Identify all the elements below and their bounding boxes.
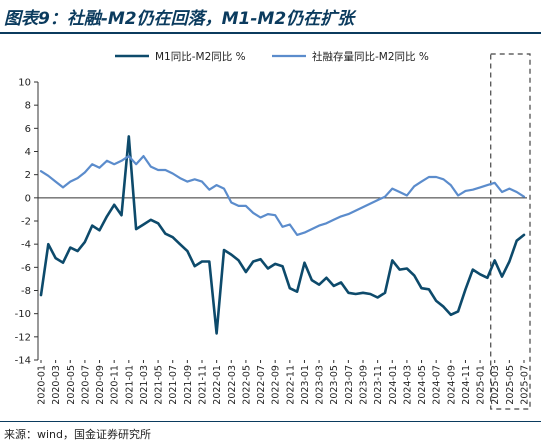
x-tick-label: 2024-11: [461, 365, 472, 405]
x-tick-label: 2020-09: [95, 365, 106, 405]
y-tick-label: 8: [25, 101, 31, 112]
x-tick-label: 2025-05: [505, 365, 516, 405]
y-tick-label: -4: [21, 240, 31, 251]
x-tick-label: 2022-05: [241, 365, 252, 405]
x-tick-label: 2020-07: [80, 365, 91, 405]
x-tick-label: 2023-03: [315, 365, 326, 405]
series-line-1: [39, 135, 526, 335]
x-tick-label: 2023-09: [359, 365, 370, 405]
x-tick-label: 2020-05: [66, 365, 77, 405]
chart: M1同比-M2同比 % 社融存量同比-M2同比 % -14 -12 -10 -8 -6 -4…: [15, 50, 531, 410]
y-tick-label: -2: [21, 217, 31, 228]
x-tick-label: 2021-05: [154, 365, 165, 405]
source-rule: [0, 421, 541, 422]
x-tick-label: 2024-03: [402, 365, 413, 405]
x-tick-label: 2021-07: [168, 365, 179, 405]
y-tick-label: -14: [15, 356, 31, 367]
x-tick-label: 2023-07: [344, 365, 355, 405]
x-tick-label: 2021-11: [198, 365, 209, 405]
x-tick-label: 2024-05: [417, 365, 428, 405]
y-tick-label: 10: [18, 78, 31, 89]
x-tick-label: 2023-05: [329, 365, 340, 405]
legend-label-1: M1同比-M2同比 %: [155, 50, 246, 63]
x-tick-label: 2022-07: [256, 365, 267, 405]
x-tick-label: 2023-01: [300, 365, 311, 405]
x-tick-label: 2021-03: [139, 365, 150, 405]
series-lines: [39, 135, 526, 335]
x-tick-label: 2024-09: [446, 365, 457, 405]
y-tick-label: 0: [25, 193, 31, 204]
x-tick-label: 2022-01: [212, 365, 223, 405]
x-tick-label: 2022-03: [227, 365, 238, 405]
x-tick-label: 2022-11: [285, 365, 296, 405]
y-tick-label: -6: [21, 263, 31, 274]
x-tick-label: 2020-11: [110, 365, 121, 405]
x-tick-label: 2020-03: [51, 365, 62, 405]
source-note: 来源：wind，国金证券研究所: [4, 428, 152, 441]
y-tick-label: 2: [25, 170, 31, 181]
x-tick-label: 2025-03: [490, 365, 501, 405]
x-tick-label: 2024-07: [432, 365, 443, 405]
title-rule: [0, 32, 541, 34]
x-tick-label: 2025-07: [520, 365, 531, 405]
x-tick-label: 2021-09: [183, 365, 194, 405]
x-tick-label: 2021-01: [124, 365, 135, 405]
y-tick-label: 4: [25, 147, 31, 158]
highlight-box: [490, 53, 531, 410]
highlight-rect: [490, 53, 531, 410]
y-tick-label: -8: [21, 286, 31, 297]
y-tick-label: -12: [15, 332, 31, 343]
legend: M1同比-M2同比 % 社融存量同比-M2同比 %: [115, 50, 429, 63]
x-tick-label: 2025-01: [476, 365, 487, 405]
x-tick-label: 2024-01: [388, 365, 399, 405]
figure-title: 图表9：社融-M2仍在回落，M1-M2仍在扩张: [4, 9, 355, 29]
x-tick-label: 2022-09: [271, 365, 282, 405]
y-tick-label: -10: [15, 309, 31, 320]
series-line-2: [39, 154, 526, 236]
x-tick-label: 2020-01: [37, 365, 48, 405]
legend-label-2: 社融存量同比-M2同比 %: [312, 50, 429, 63]
x-tick-label: 2023-11: [373, 365, 384, 405]
axes: -14 -12 -10 -8 -6 -4 -2 0 2 4 6 8 10 2020-01 2020-03 20…: [15, 78, 531, 405]
y-tick-label: 6: [25, 124, 31, 135]
